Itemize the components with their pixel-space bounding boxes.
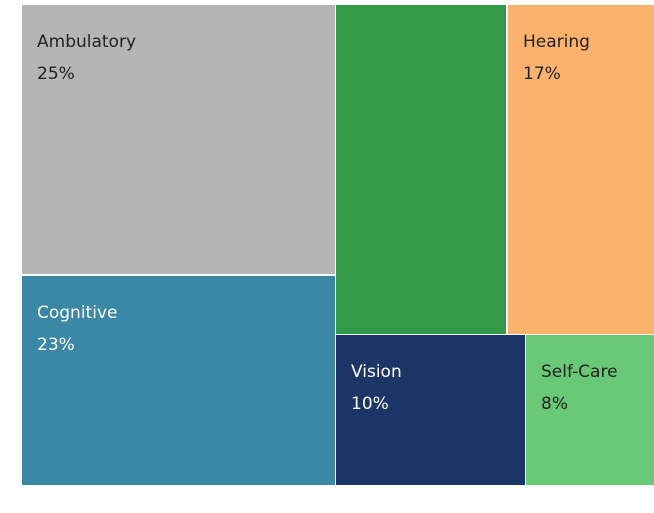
cell-value-label: 17% bbox=[523, 64, 561, 84]
cell-value-label: 25% bbox=[37, 64, 75, 84]
cell-value-label: 10% bbox=[351, 394, 389, 414]
cell-label: Ambulatory bbox=[37, 32, 136, 52]
cell-value-label: 8% bbox=[541, 394, 568, 414]
treemap-cell bbox=[336, 335, 525, 485]
cell-value-label: 23% bbox=[37, 335, 75, 355]
treemap-cell bbox=[22, 5, 335, 274]
treemap-cell bbox=[336, 5, 506, 334]
cell-label: Self-Care bbox=[541, 362, 618, 382]
cell-label: Hearing bbox=[523, 32, 590, 52]
treemap-cell bbox=[22, 276, 335, 485]
treemap-cell bbox=[526, 335, 654, 485]
treemap-cell bbox=[508, 5, 654, 334]
cell-label: Vision bbox=[351, 362, 402, 382]
cell-label: Cognitive bbox=[37, 303, 117, 323]
